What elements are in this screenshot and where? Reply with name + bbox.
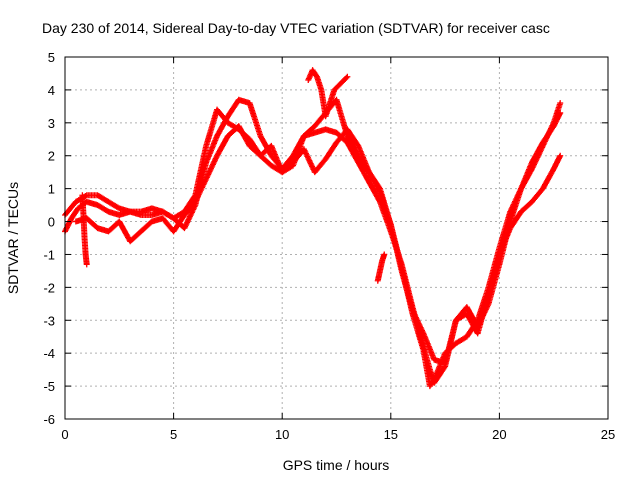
y-tick-label: -3 bbox=[43, 313, 55, 328]
y-tick-label: 3 bbox=[48, 116, 55, 131]
series-segment-f bbox=[374, 251, 388, 284]
y-tick-label: -6 bbox=[43, 412, 55, 427]
chart-title: Day 230 of 2014, Sidereal Day-to-day VTE… bbox=[42, 20, 550, 36]
grid-layer bbox=[64, 56, 609, 420]
y-tick-label: 5 bbox=[48, 50, 55, 65]
y-tick-label: -5 bbox=[43, 379, 55, 394]
x-tick-label: 25 bbox=[601, 427, 615, 442]
ticks-layer: 0 5 10 15 20 25 -6 -5 -4 -3 -2 -1 0 1 2 3 4 5 bbox=[43, 50, 615, 442]
y-tick-label: 1 bbox=[48, 182, 55, 197]
x-axis-label: GPS time / hours bbox=[283, 457, 390, 473]
series-markers bbox=[374, 251, 388, 284]
y-tick-label: 0 bbox=[48, 215, 55, 230]
y-tick-label: -4 bbox=[43, 346, 55, 361]
series-markers bbox=[305, 67, 351, 120]
series-track-a bbox=[62, 96, 564, 390]
series-segment-e bbox=[305, 67, 351, 120]
series-segment-d bbox=[79, 192, 90, 268]
series-markers bbox=[62, 96, 564, 386]
y-tick-label: -1 bbox=[43, 247, 55, 262]
x-tick-label: 15 bbox=[384, 427, 398, 442]
y-tick-label: 2 bbox=[48, 149, 55, 164]
plot-frame bbox=[64, 56, 609, 420]
series-markers bbox=[72, 123, 564, 367]
data-points-layer bbox=[62, 67, 564, 390]
series-track-c bbox=[72, 123, 564, 367]
series-markers bbox=[62, 96, 564, 390]
x-tick-label: 0 bbox=[61, 427, 68, 442]
x-tick-label: 10 bbox=[275, 427, 289, 442]
x-tick-label: 5 bbox=[170, 427, 177, 442]
series-markers bbox=[79, 192, 90, 268]
y-tick-label: -2 bbox=[43, 280, 55, 295]
x-tick-label: 20 bbox=[492, 427, 506, 442]
series-track-b bbox=[62, 96, 564, 386]
y-axis-label: SDTVAR / TECUs bbox=[5, 182, 21, 294]
y-tick-label: 4 bbox=[48, 83, 55, 98]
